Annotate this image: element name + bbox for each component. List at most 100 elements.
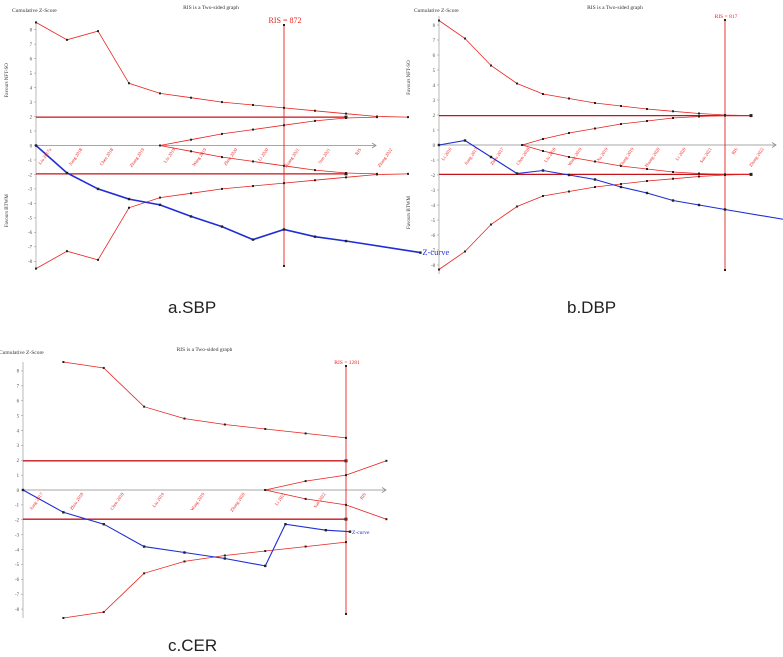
lower-futility-boundary (265, 489, 387, 520)
z-curve-point (158, 203, 162, 207)
z-curve-point (127, 197, 131, 201)
ris-marker (283, 24, 285, 26)
lower-monitoring-boundary-point (221, 187, 223, 190)
upper-futility-boundary-point (672, 117, 674, 119)
lower-futility-boundary-point (542, 150, 544, 152)
upper-futility-boundary-point (724, 114, 726, 117)
y-tick-label: 4 (30, 86, 33, 91)
y-tick-label: 6 (30, 57, 33, 62)
upper-futility-boundary (159, 116, 378, 146)
ris-marker (283, 265, 285, 267)
study-label: Sun 2021 (317, 147, 332, 165)
y-tick-label: -2 (15, 519, 20, 524)
z-curve-point (645, 191, 649, 195)
upper-monitoring-boundary-point (66, 38, 68, 41)
x-axis-arrow (771, 142, 777, 148)
upper-monitoring-boundary-point (143, 405, 146, 408)
lower-monitoring-boundary (438, 174, 752, 270)
y-tick-label: -3 (15, 533, 20, 538)
y-tick-label: -6 (15, 578, 20, 583)
study-label: Zhang 2019 (129, 147, 146, 169)
y-tick-label: -7 (28, 246, 33, 251)
ris-label: RIS = 872 (269, 16, 302, 25)
study-label: Sun 2021 (699, 146, 714, 164)
lower-monitoring-boundary-point (35, 267, 37, 270)
lower-monitoring-boundary-point (143, 572, 146, 575)
upper-monitoring-boundary-point (183, 417, 186, 420)
lower-monitoring-boundary-point (620, 183, 622, 185)
y-tick-label: -5 (431, 219, 436, 224)
upper-monitoring-boundary-point (620, 105, 622, 107)
y-tick-label: 2 (433, 114, 436, 119)
upper-monitoring-boundary-point (438, 19, 440, 22)
study-label: Chen 2018 (515, 146, 531, 166)
upper-futility-boundary-point (568, 132, 570, 134)
lower-monitoring-boundary-point (66, 250, 68, 253)
upper-futility-boundary-point (646, 120, 648, 122)
upper-futility-boundary-point (252, 128, 254, 131)
z-curve-point (671, 199, 675, 202)
upper-monitoring-boundary-point (97, 30, 99, 33)
y-tick-label: 7 (433, 39, 436, 44)
lower-futility-boundary-point (304, 497, 307, 500)
study-label: Liu 2019 (163, 147, 177, 164)
study-label: Chen 2018 (109, 491, 125, 511)
upper-monitoring-boundary-point (345, 436, 347, 439)
y-tick-label: 7 (30, 43, 33, 48)
z-curve-point (723, 208, 727, 211)
chart-svg-dbp: RIS is a Two-sided graph Cumulative Z-Sco… (407, 5, 783, 274)
upper-monitoring-boundary-point (35, 21, 37, 24)
ris-label: RIS = 1281 (334, 360, 360, 366)
y-tick-label: 6 (17, 399, 20, 404)
lower-futility-boundary-point (521, 144, 524, 146)
study-label: RIS (731, 146, 739, 155)
study-label: Liu 2018 (543, 146, 557, 163)
favours-bottom-label: Favours BTWM (5, 194, 10, 227)
lower-futility-boundary-point (724, 173, 726, 176)
ris-marker (724, 19, 726, 21)
lower-monitoring-boundary-point (62, 617, 65, 619)
caption-dbp: b.DBP (567, 298, 617, 317)
y-tick-label: 1 (30, 130, 33, 135)
upper-futility-boundary-point (221, 132, 223, 135)
z-curve-point (619, 185, 623, 189)
chart-panel-cer: RIS is a Two-sided graph Cumulative Z-Sco… (0, 342, 388, 622)
chart-svg-sbp: RIS is a Two-sided graph Cumulative Z-Sco… (5, 5, 450, 270)
y-tick-label: -4 (431, 204, 436, 209)
y-tick-label: -2 (431, 174, 436, 179)
z-curve-point (463, 139, 467, 142)
y-tick-label: -4 (15, 548, 20, 553)
y-tick-label: 8 (17, 370, 20, 375)
z-curve-point (515, 172, 519, 175)
ris-marker (724, 269, 726, 271)
y-tick-label: -8 (15, 608, 20, 613)
y-tick-label: 8 (30, 28, 33, 33)
study-label: Zhang 2019 (618, 146, 635, 168)
z-curve-point (313, 235, 317, 238)
z-curve-point (183, 551, 186, 554)
lower-monitoring-boundary-point (750, 173, 752, 176)
lower-monitoring-boundary-point (283, 182, 285, 185)
y-tick-label: -6 (28, 231, 33, 236)
z-curve-point (34, 144, 38, 147)
z-curve-point (223, 557, 227, 560)
z-curve-point (489, 155, 493, 159)
upper-monitoring-boundary-point (190, 96, 192, 99)
lower-monitoring-boundary-point (407, 172, 409, 175)
study-label: Zhang 2020 (229, 491, 246, 513)
study-label: Liu 2017a (37, 147, 52, 165)
z-curve-point (220, 225, 224, 228)
y-axis-label: Cumulative Z-Score (414, 8, 459, 14)
z-curve-point (697, 203, 701, 207)
study-label: Huang 2021 (283, 147, 300, 169)
study-label: Chen 2018 (99, 147, 115, 167)
z-curve-point (251, 238, 255, 241)
lower-futility-boundary-point (620, 165, 622, 167)
favours-bottom-label: Favours BTWM (407, 195, 412, 228)
upper-monitoring-boundary-point (159, 92, 161, 95)
z-curve-point (65, 171, 69, 175)
lower-futility-boundary-point (252, 160, 254, 163)
upper-monitoring-boundary-point (223, 423, 226, 426)
lower-monitoring-boundary-point (568, 190, 570, 193)
z-curve-point (541, 169, 545, 172)
